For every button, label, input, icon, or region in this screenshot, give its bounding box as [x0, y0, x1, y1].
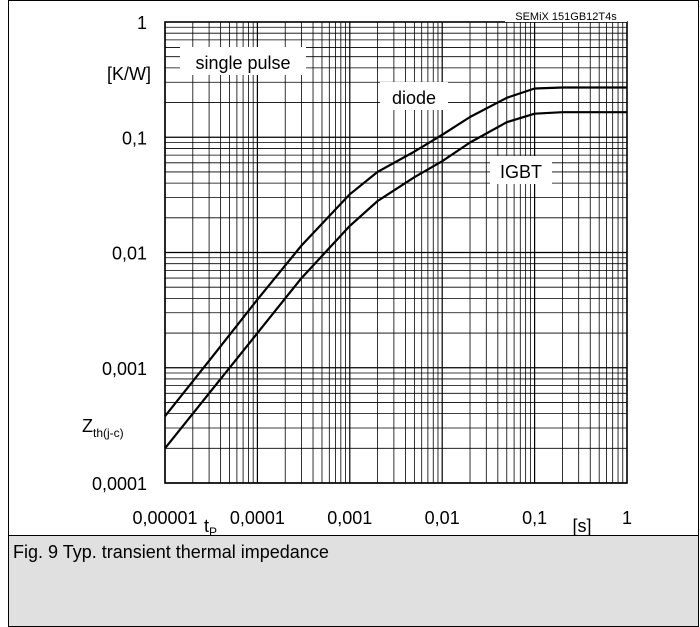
single-pulse-annotation-box: [180, 47, 306, 75]
x-tick-label: 0,01: [425, 508, 460, 528]
y-symbol-label: Zth(j-c): [82, 416, 124, 440]
device-label: SEMiX 151GB12T4s: [515, 11, 617, 23]
y-tick-label: 0,1: [122, 128, 147, 148]
x-tick-label: 0,00001: [132, 508, 197, 528]
x-unit-label: [s]: [572, 516, 591, 535]
labels: SEMiX 151GB12T4s 0,0001 0,001 0,01 0,1 1 [K/W]…: [82, 9, 632, 535]
series-line-igbt: [164, 111, 627, 449]
single-pulse-annotation: single pulse: [195, 53, 290, 73]
y-tick-label: 0,001: [102, 359, 147, 379]
series-label-igbt-box: [490, 156, 552, 184]
x-tick-label: 1: [622, 508, 632, 528]
caption-panel: Fig. 9 Typ. transient thermal impedance: [8, 535, 699, 627]
x-tick-label: 0,0001: [230, 508, 285, 528]
plot-border: [164, 21, 628, 484]
y-tick-label: 0,0001: [92, 474, 147, 494]
series-label-igbt: IGBT: [500, 162, 542, 182]
x-symbol-label: tP: [204, 516, 217, 535]
x-tick-label: 0,1: [522, 508, 547, 528]
series-label-diode: diode: [392, 88, 436, 108]
figure-caption: Fig. 9 Typ. transient thermal impedance: [13, 542, 329, 562]
series-label-diode-box: [380, 82, 448, 110]
x-tick-label: 0,001: [327, 508, 372, 528]
device-label-box: [505, 9, 627, 22]
y-unit-label: [K/W]: [107, 64, 151, 84]
curves: [164, 86, 627, 449]
y-tick-label: 1: [137, 13, 147, 33]
thermal-impedance-chart: SEMiX 151GB12T4s 0,0001 0,001 0,01 0,1 1 [K/W]…: [82, 9, 632, 535]
y-tick-label: 0,01: [112, 244, 147, 264]
series-line-diode: [164, 86, 627, 417]
